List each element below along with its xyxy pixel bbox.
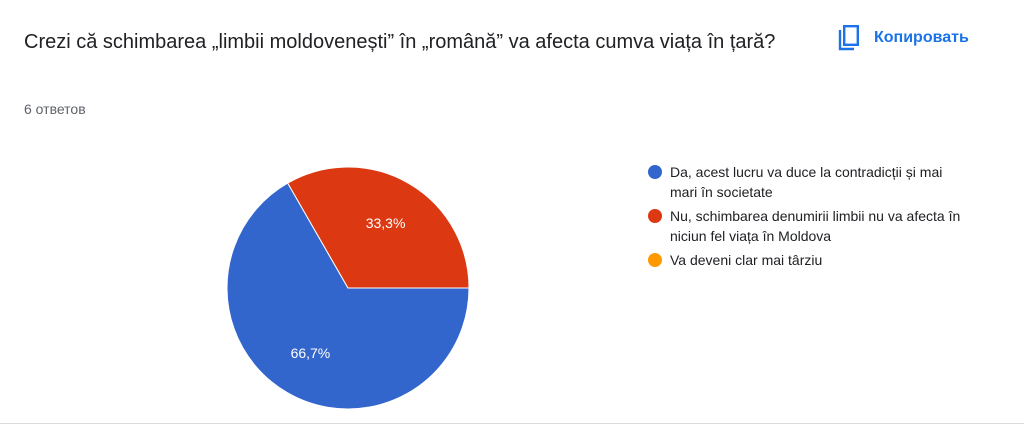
legend-item-3[interactable]: Va deveni clar mai târziu [648,250,968,270]
pie-data-label-2: 33,3% [366,215,406,231]
pie-slice-2[interactable] [287,166,470,289]
copy-button[interactable]: Копировать [836,20,977,56]
legend-item-2[interactable]: Nu, schimbarea denumirii limbii nu va af… [648,206,968,246]
pie-slice-1[interactable] [226,182,470,410]
legend-label-2: Nu, schimbarea denumirii limbii nu va af… [670,208,961,244]
legend-swatch-2 [648,209,662,223]
pie-data-label-1: 66,7% [291,345,331,361]
legend-swatch-1 [648,165,662,179]
chart-legend: Da, acest lucru va duce la contradicții … [648,162,968,274]
legend-swatch-3 [648,253,662,267]
response-count: 6 ответов [24,101,86,117]
copy-label: Копировать [874,29,969,46]
question-title: Crezi că schimbarea „limbii moldovenești… [24,31,776,53]
copy-icon [838,25,860,51]
legend-label-3: Va deveni clar mai târziu [670,252,823,268]
legend-label-1: Da, acest lucru va duce la contradicții … [670,164,943,200]
legend-item-1[interactable]: Da, acest lucru va duce la contradicții … [648,162,968,202]
